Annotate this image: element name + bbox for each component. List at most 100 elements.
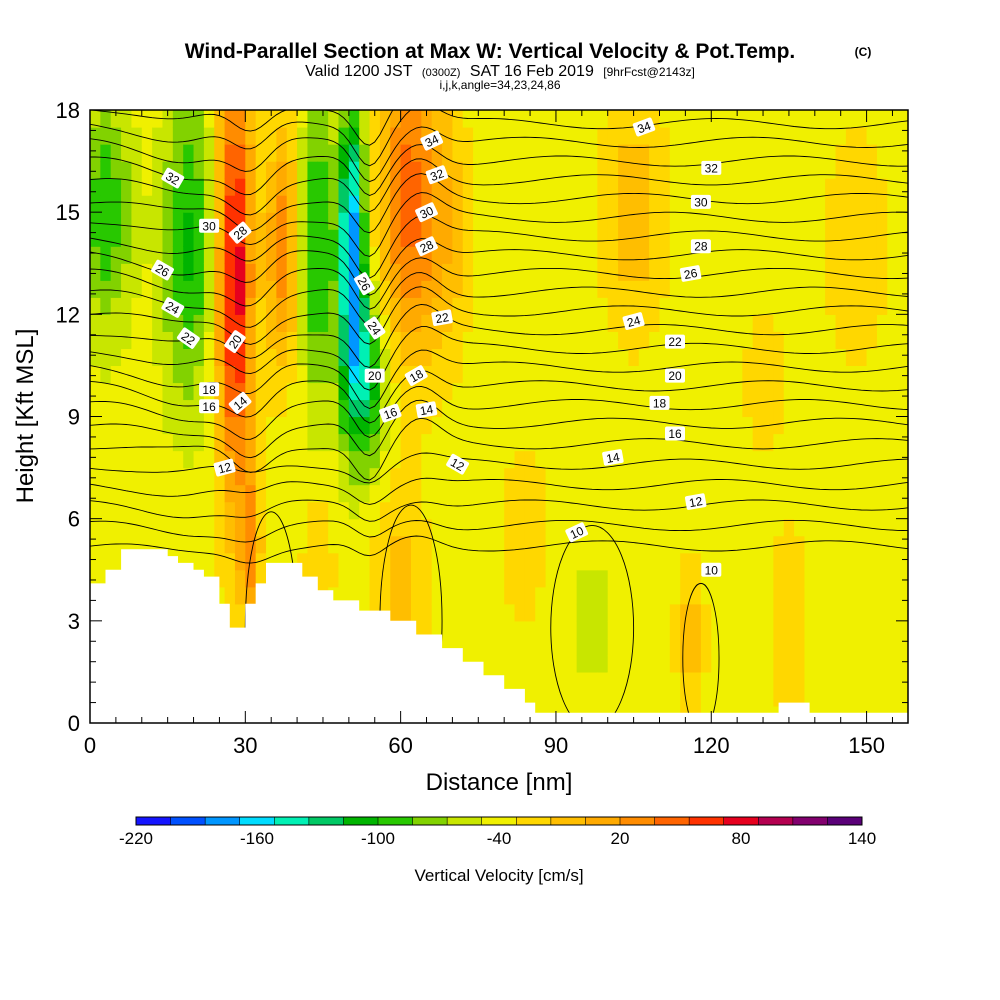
velocity-cell (348, 552, 360, 571)
velocity-cell (555, 178, 567, 196)
velocity-cell (752, 552, 764, 571)
velocity-cell (576, 416, 588, 435)
velocity-cell (535, 161, 547, 179)
velocity-cell (234, 127, 246, 145)
velocity-cell (700, 399, 712, 418)
velocity-cell (887, 433, 899, 452)
velocity-cell (763, 637, 774, 656)
velocity-cell (897, 246, 908, 264)
velocity-cell (473, 433, 485, 452)
velocity-cell (794, 314, 806, 332)
velocity-cell (203, 127, 215, 145)
velocity-cell (255, 484, 267, 503)
velocity-cell (203, 161, 215, 179)
velocity-cell (524, 110, 536, 128)
velocity-cell (742, 569, 754, 588)
contour-label-box (379, 403, 402, 423)
velocity-cell (524, 671, 536, 690)
velocity-cell (504, 552, 516, 571)
velocity-cell (721, 654, 733, 673)
velocity-cell (442, 331, 453, 349)
velocity-cell (731, 433, 743, 452)
velocity-cell (328, 416, 340, 435)
velocity-cell (234, 569, 246, 588)
velocity-cell (866, 331, 878, 349)
velocity-cell (825, 637, 837, 656)
velocity-cell (493, 314, 505, 332)
velocity-cell (700, 416, 712, 435)
velocity-cell (669, 314, 681, 332)
velocity-cell (100, 314, 112, 332)
velocity-cell (524, 654, 536, 673)
velocity-cell (690, 229, 702, 247)
velocity-cell (152, 348, 164, 367)
colorbar-swatch (827, 817, 863, 825)
velocity-cell (731, 144, 743, 162)
velocity-cell (742, 654, 754, 673)
velocity-cell (618, 144, 630, 162)
velocity-cell (224, 246, 236, 264)
velocity-cell (876, 161, 888, 179)
velocity-cell (597, 110, 609, 128)
velocity-cell (887, 416, 899, 435)
velocity-cell (183, 467, 195, 486)
velocity-cell (680, 433, 692, 452)
velocity-cell (348, 280, 360, 298)
velocity-cell (431, 110, 443, 128)
velocity-cell (721, 348, 733, 367)
velocity-cell (431, 620, 443, 639)
velocity-cell (141, 246, 153, 264)
velocity-cell (587, 535, 598, 554)
velocity-cell (638, 433, 650, 452)
velocity-cell (845, 569, 857, 588)
velocity-cell (555, 365, 567, 384)
velocity-cell (317, 450, 329, 469)
velocity-cell (742, 229, 754, 247)
velocity-cell (193, 467, 205, 486)
velocity-cell (307, 467, 319, 486)
velocity-cell (669, 654, 681, 673)
velocity-cell (504, 433, 516, 452)
velocity-cell (700, 212, 712, 230)
velocity-cell (224, 399, 236, 418)
velocity-cell (649, 484, 661, 503)
velocity-cell (121, 161, 133, 179)
velocity-cell (493, 382, 505, 401)
velocity-cell (379, 518, 391, 537)
velocity-cell (90, 348, 101, 367)
contour-label: 32 (425, 165, 449, 185)
velocity-cell (825, 399, 837, 418)
velocity-cell (752, 467, 764, 486)
contour-label: 24 (161, 297, 185, 318)
colorbar-tick-label: -160 (240, 829, 274, 848)
velocity-cell (825, 127, 837, 145)
velocity-cell (400, 518, 412, 537)
velocity-cell (814, 144, 826, 162)
velocity-cell (442, 229, 453, 247)
velocity-cell (700, 365, 712, 384)
velocity-cell (473, 348, 485, 367)
velocity-cell (224, 297, 236, 315)
x-tick-label: 0 (84, 733, 96, 758)
velocity-cell (245, 399, 257, 418)
velocity-cell (317, 365, 329, 384)
velocity-cell (690, 178, 702, 196)
velocity-cell (172, 552, 184, 571)
velocity-cell (183, 450, 195, 469)
velocity-cell (431, 467, 443, 486)
velocity-cell (773, 552, 785, 571)
velocity-cell (659, 637, 671, 656)
velocity-cell (566, 467, 578, 486)
velocity-cell (783, 654, 795, 673)
velocity-cell (442, 416, 453, 435)
velocity-cell (566, 348, 578, 367)
velocity-cell (317, 331, 329, 349)
velocity-cell (493, 484, 505, 503)
velocity-cell (763, 127, 774, 145)
velocity-cell (504, 144, 516, 162)
valid-date: SAT 16 Feb 2019 (470, 63, 594, 80)
velocity-cell (763, 620, 774, 639)
velocity-cell (452, 416, 464, 435)
velocity-cell (473, 535, 485, 554)
velocity-cell (545, 110, 557, 128)
